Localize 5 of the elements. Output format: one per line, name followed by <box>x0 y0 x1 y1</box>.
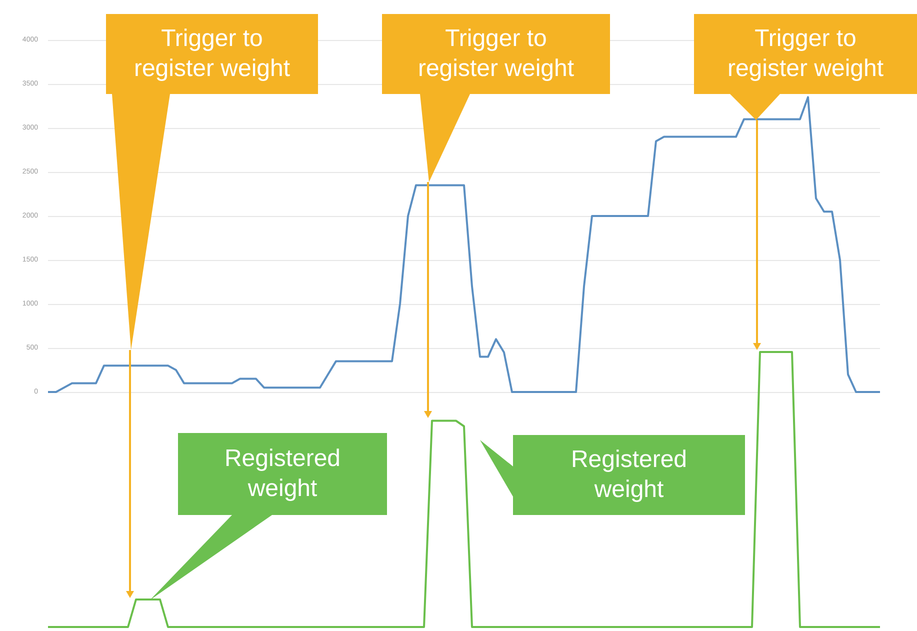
annotation: Registered weight <box>178 433 387 515</box>
annotation: Trigger to register weight <box>694 14 917 94</box>
line-series <box>47 96 881 393</box>
annotation: Trigger to register weight <box>106 14 318 94</box>
annotation: Trigger to register weight <box>382 14 610 94</box>
